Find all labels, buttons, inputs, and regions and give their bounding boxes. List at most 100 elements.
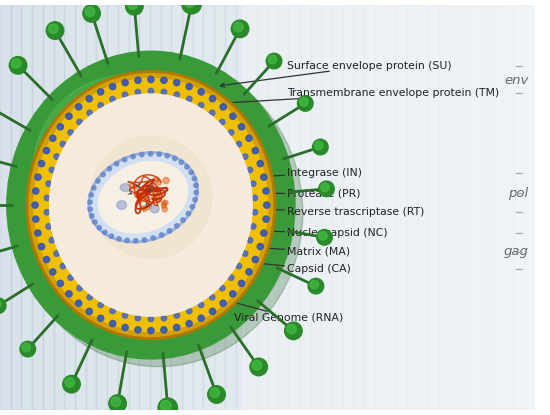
Circle shape: [89, 193, 94, 197]
Circle shape: [184, 0, 195, 7]
Circle shape: [20, 341, 36, 357]
Circle shape: [162, 203, 167, 208]
Circle shape: [263, 202, 270, 208]
Circle shape: [194, 183, 198, 188]
Ellipse shape: [117, 201, 126, 210]
Circle shape: [190, 205, 195, 209]
Circle shape: [66, 113, 72, 120]
Circle shape: [0, 298, 6, 313]
Bar: [503, 5, 514, 410]
Circle shape: [92, 186, 96, 190]
Circle shape: [144, 195, 150, 202]
Circle shape: [236, 264, 241, 269]
Circle shape: [268, 55, 277, 64]
Circle shape: [252, 360, 262, 370]
Circle shape: [77, 286, 82, 291]
Circle shape: [43, 256, 50, 263]
Circle shape: [145, 182, 149, 186]
Text: Viral Genome (RNA): Viral Genome (RNA): [184, 288, 343, 322]
Circle shape: [12, 59, 21, 68]
Bar: [332, 5, 343, 410]
Circle shape: [60, 264, 65, 269]
Bar: [493, 5, 503, 410]
Circle shape: [107, 166, 112, 171]
Circle shape: [299, 98, 308, 106]
Circle shape: [175, 224, 179, 228]
Circle shape: [238, 280, 245, 286]
Circle shape: [161, 77, 167, 83]
Bar: [482, 5, 493, 410]
Circle shape: [83, 5, 101, 22]
Circle shape: [133, 185, 138, 189]
Bar: [204, 5, 214, 410]
Circle shape: [110, 96, 115, 102]
Circle shape: [129, 183, 134, 188]
Bar: [278, 5, 289, 410]
Circle shape: [151, 236, 155, 240]
Ellipse shape: [26, 71, 276, 339]
Circle shape: [32, 216, 39, 222]
Text: Matrix (MA): Matrix (MA): [213, 242, 350, 257]
Circle shape: [125, 0, 143, 15]
Circle shape: [230, 113, 236, 120]
Ellipse shape: [50, 94, 252, 316]
Bar: [246, 5, 257, 410]
Ellipse shape: [147, 180, 155, 187]
Circle shape: [252, 147, 258, 154]
Circle shape: [312, 139, 328, 155]
Circle shape: [210, 110, 215, 116]
Circle shape: [185, 165, 189, 169]
Circle shape: [174, 325, 180, 331]
Circle shape: [198, 89, 204, 95]
Ellipse shape: [88, 152, 198, 243]
Circle shape: [138, 193, 144, 198]
Bar: [161, 5, 172, 410]
Bar: [268, 5, 278, 410]
Circle shape: [46, 181, 51, 186]
Circle shape: [54, 154, 59, 159]
Circle shape: [0, 300, 1, 308]
Circle shape: [57, 280, 63, 286]
Circle shape: [111, 397, 120, 407]
Circle shape: [246, 135, 252, 142]
Bar: [75, 5, 86, 410]
Circle shape: [148, 151, 153, 156]
Circle shape: [228, 275, 234, 281]
Circle shape: [246, 269, 252, 275]
Circle shape: [318, 232, 327, 240]
Bar: [375, 5, 386, 410]
Circle shape: [50, 135, 56, 142]
Circle shape: [160, 233, 164, 237]
Circle shape: [85, 7, 95, 17]
Circle shape: [152, 196, 156, 201]
Circle shape: [220, 104, 226, 110]
Ellipse shape: [98, 161, 188, 233]
Bar: [450, 5, 460, 410]
Circle shape: [77, 119, 82, 125]
Circle shape: [135, 77, 141, 83]
Circle shape: [86, 95, 92, 102]
Bar: [471, 5, 482, 410]
Ellipse shape: [90, 136, 212, 258]
Circle shape: [122, 92, 128, 98]
Circle shape: [219, 119, 225, 125]
Circle shape: [186, 212, 190, 216]
Circle shape: [98, 302, 103, 308]
Bar: [150, 5, 161, 410]
Circle shape: [87, 110, 92, 116]
Circle shape: [137, 194, 141, 198]
Circle shape: [109, 320, 116, 327]
Circle shape: [261, 230, 267, 236]
Bar: [225, 5, 235, 410]
Bar: [182, 5, 192, 410]
Circle shape: [87, 295, 92, 300]
Circle shape: [252, 256, 258, 263]
Circle shape: [155, 187, 160, 191]
Circle shape: [163, 177, 169, 183]
Circle shape: [122, 80, 128, 86]
Circle shape: [287, 324, 296, 334]
Circle shape: [103, 230, 107, 234]
Ellipse shape: [120, 184, 131, 191]
Circle shape: [101, 172, 105, 177]
Circle shape: [298, 95, 313, 111]
